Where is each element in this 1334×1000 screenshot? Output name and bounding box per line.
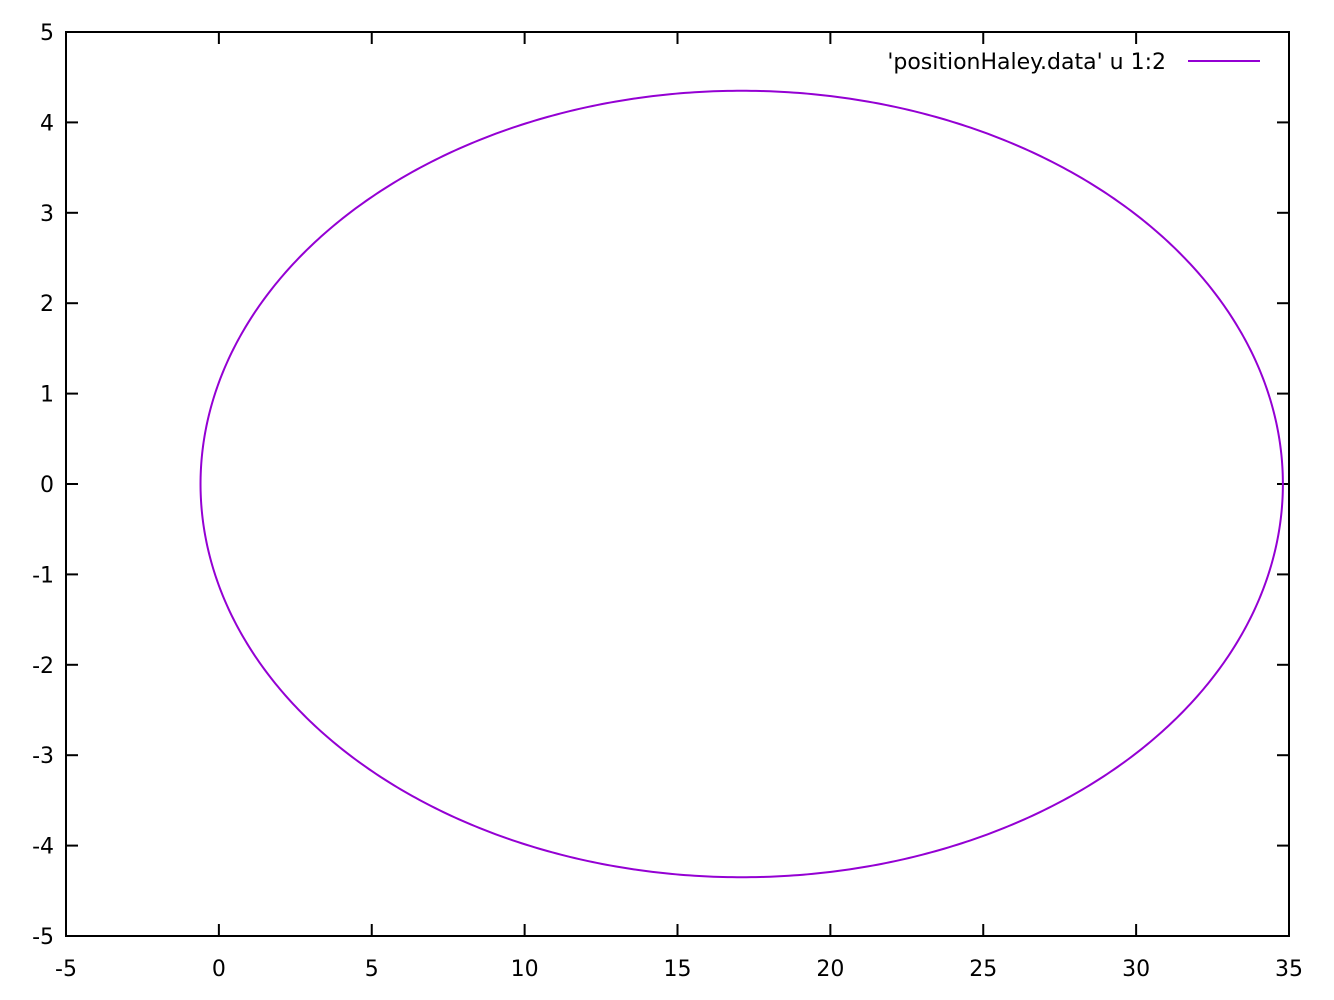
- x-tick-label: 5: [365, 957, 379, 982]
- y-tick-label: 5: [40, 21, 54, 46]
- y-tick-label: -1: [32, 563, 54, 588]
- x-tick-label: 15: [664, 957, 692, 982]
- x-tick-label: 10: [511, 957, 539, 982]
- y-tick-label: 1: [40, 383, 54, 408]
- legend: 'positionHaley.data' u 1:2: [887, 50, 1260, 75]
- x-tick-label: 0: [212, 957, 226, 982]
- y-tick-label: 0: [40, 473, 54, 498]
- x-tick-label: 30: [1122, 957, 1150, 982]
- x-tick-label: 25: [969, 957, 997, 982]
- x-tick-label: 35: [1275, 957, 1303, 982]
- plot-frame: [65, 31, 1290, 937]
- x-tick-label: -5: [55, 957, 77, 982]
- x-tick-label: 20: [816, 957, 844, 982]
- y-tick-label: -5: [32, 925, 54, 950]
- series-line-orbit: [199, 89, 1284, 879]
- y-tick-label: -3: [32, 744, 54, 769]
- legend-label: 'positionHaley.data' u 1:2: [887, 50, 1166, 75]
- y-tick-label: -4: [32, 835, 54, 860]
- y-tick-label: 2: [40, 292, 54, 317]
- y-tick-label: 3: [40, 202, 54, 227]
- y-tick-label: -2: [32, 654, 54, 679]
- y-tick-label: 4: [40, 111, 54, 136]
